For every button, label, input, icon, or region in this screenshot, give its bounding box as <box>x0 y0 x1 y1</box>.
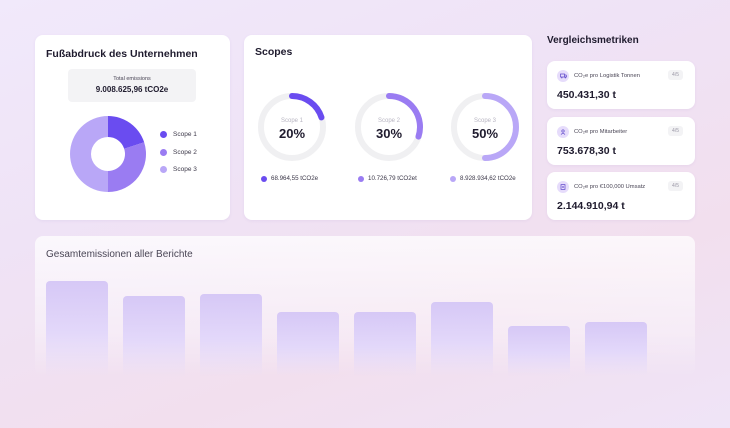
report-bar-4[interactable] <box>277 312 339 376</box>
user-icon <box>557 126 569 138</box>
legend-label: Scope 3 <box>173 166 197 173</box>
scopes-card: Scopes Scope 1 20% Scope 2 30% Scope 3 5… <box>244 35 532 220</box>
metric-value: 450.431,30 t <box>557 89 616 101</box>
report-bar-8[interactable] <box>585 322 647 376</box>
gauge-ring <box>258 93 326 161</box>
legend-dot <box>160 149 167 156</box>
report-bar-1[interactable] <box>46 281 108 376</box>
metric-card-logistics[interactable]: CO₂e pro Logistik Tonnen 4/5 450.431,30 … <box>547 61 695 109</box>
footprint-title: Fußabdruck des Unternehmen <box>46 48 198 60</box>
gauge-scope-label: Scope 2 <box>377 118 401 124</box>
metric-label: CO₂e pro €100,000 Umsatz <box>574 184 646 190</box>
scope-value-text: 68.964,55 tCO2e <box>271 175 319 182</box>
report-bar-5[interactable] <box>354 312 416 376</box>
scope-value-text: 10.726,79 tCO2et <box>368 175 417 182</box>
footprint-card: Fußabdruck des Unternehmen Total emissio… <box>35 35 230 220</box>
scope-3-value: 8.928.934,62 tCO2e <box>450 175 516 182</box>
scope-2-gauge[interactable]: Scope 2 30% <box>354 92 424 162</box>
gauge-scope-label: Scope 3 <box>473 118 497 124</box>
gauge-percent: 20% <box>278 126 306 141</box>
donut-slice-scope-2[interactable] <box>108 142 146 192</box>
legend-scope-2: Scope 2 <box>160 149 197 156</box>
report-bar-6[interactable] <box>431 302 493 376</box>
comparison-metrics-title: Vergleichsmetriken <box>547 35 639 46</box>
gauge-ring <box>451 93 519 161</box>
gauge-arc <box>386 93 423 140</box>
metric-badge: 4/5 <box>668 181 683 191</box>
gauge-percent: 50% <box>471 126 499 141</box>
legend-label: Scope 2 <box>173 149 197 156</box>
metric-badge: 4/5 <box>668 126 683 136</box>
metric-card-employee[interactable]: CO₂e pro Mitarbeiter 4/5 753.678,30 t <box>547 117 695 165</box>
metric-label: CO₂e pro Mitarbeiter <box>574 129 628 135</box>
legend-scope-1: Scope 1 <box>160 131 197 138</box>
footprint-donut-chart[interactable] <box>69 115 147 193</box>
scopes-title: Scopes <box>255 46 293 58</box>
total-emissions-box: Total emissions 9.008.625,96 tCO2e <box>68 69 196 102</box>
total-reports-title: Gesamtemissionen aller Berichte <box>46 249 193 260</box>
gauge-arc <box>289 93 325 121</box>
report-bar-2[interactable] <box>123 296 185 376</box>
metric-label: CO₂e pro Logistik Tonnen <box>574 73 640 79</box>
legend-scope-3: Scope 3 <box>160 166 197 173</box>
scope-2-value: 10.726,79 tCO2et <box>358 175 417 182</box>
donut-slice-scope-1[interactable] <box>108 116 145 149</box>
metric-badge: 4/5 <box>668 70 683 80</box>
legend-dot <box>261 175 267 182</box>
donut-slice-scope-3[interactable] <box>70 116 108 192</box>
gauge-ring <box>355 93 423 161</box>
total-emissions-reports-card: Gesamtemissionen aller Berichte <box>35 236 695 376</box>
truck-icon <box>557 70 569 82</box>
metric-value: 753.678,30 t <box>557 145 616 157</box>
legend-dot <box>160 166 167 173</box>
total-emissions-value: 9.008.625,96 tCO2e <box>95 85 169 94</box>
gauge-scope-label: Scope 1 <box>280 118 304 124</box>
legend-label: Scope 1 <box>173 131 197 138</box>
metric-card-revenue[interactable]: CO₂e pro €100,000 Umsatz 4/5 2.144.910,9… <box>547 172 695 220</box>
gauge-percent: 30% <box>375 126 403 141</box>
legend-dot <box>450 175 456 182</box>
legend-dot <box>160 131 167 138</box>
document-icon <box>557 181 569 193</box>
metric-value: 2.144.910,94 t <box>557 200 625 212</box>
scope-1-value: 68.964,55 tCO2e <box>261 175 318 182</box>
scope-3-gauge[interactable]: Scope 3 50% <box>450 92 520 162</box>
scope-1-gauge[interactable]: Scope 1 20% <box>257 92 327 162</box>
total-emissions-label: Total emissions <box>113 76 151 82</box>
scope-value-text: 8.928.934,62 tCO2e <box>460 175 516 182</box>
report-bar-7[interactable] <box>508 326 570 376</box>
gauge-arc <box>482 93 519 161</box>
report-bar-3[interactable] <box>200 294 262 376</box>
legend-dot <box>358 175 364 182</box>
